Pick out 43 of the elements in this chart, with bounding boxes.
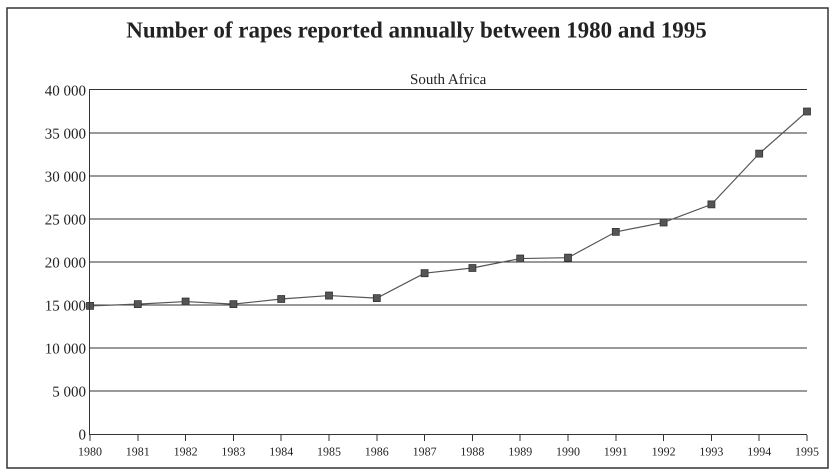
x-tick-label: 1992 <box>652 444 676 458</box>
y-tick-label: 25 000 <box>44 212 86 228</box>
point <box>564 254 572 262</box>
x-tick-label: 1995 <box>795 444 819 458</box>
y-tick-label: 10 000 <box>44 341 86 358</box>
point <box>660 218 668 226</box>
point <box>708 200 716 208</box>
point <box>612 228 620 236</box>
x-tick-label: 1994 <box>747 444 772 458</box>
x-tick-label: 1993 <box>699 444 724 458</box>
point <box>182 298 190 306</box>
point <box>325 292 333 300</box>
x-tick-label: 1989 <box>508 444 532 458</box>
point <box>803 108 811 116</box>
y-tick-label: 15 000 <box>44 298 86 314</box>
y-tick-label: 5 000 <box>52 384 86 400</box>
x-tick-label: 1991 <box>604 444 628 458</box>
x-tick-label: 1982 <box>174 444 198 458</box>
x-tick-label: 1985 <box>317 444 341 458</box>
point <box>755 150 764 158</box>
y-tick-label: 20 000 <box>44 255 86 272</box>
x-tick-label: 1988 <box>460 444 484 458</box>
chart-title: Number of rapes reported annually between 1980 and 1995 <box>126 17 707 42</box>
x-tick-label: 1984 <box>269 444 294 458</box>
x-tick-label: 1990 <box>556 444 580 458</box>
point <box>516 254 524 262</box>
x-tick-label: 1981 <box>126 444 150 458</box>
y-tick-label: 0 <box>78 427 86 444</box>
point <box>134 300 142 308</box>
point <box>86 302 94 310</box>
point <box>372 294 381 302</box>
point <box>420 269 428 278</box>
y-tick-label: 35 000 <box>44 126 86 142</box>
x-tick-label: 1980 <box>78 444 102 458</box>
y-tick-label: 30 000 <box>44 169 86 186</box>
x-tick-label: 1983 <box>221 444 246 458</box>
point <box>277 295 286 303</box>
x-tick-label: 1987 <box>412 444 437 458</box>
x-tick-label: 1986 <box>364 444 389 458</box>
point <box>468 264 476 272</box>
y-tick-label: 40 000 <box>44 83 86 100</box>
point <box>230 300 238 308</box>
chart-subtitle: South Africa <box>410 72 487 88</box>
